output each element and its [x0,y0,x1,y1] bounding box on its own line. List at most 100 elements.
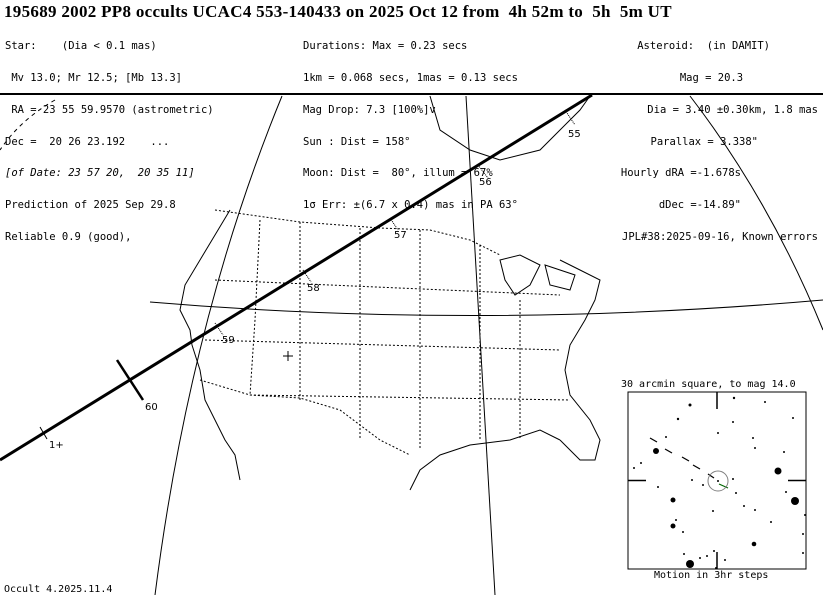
star [633,467,635,469]
state-border [204,219,571,450]
path-label-59: 59 [222,335,235,346]
reliability-line: Reliable 0.9 (good), [5,230,132,243]
west-coast [179,209,241,481]
path-label-57: 57 [394,230,407,241]
target-circle [707,470,729,492]
star [802,552,804,554]
motion-step [707,473,715,479]
motion-step [649,437,658,443]
star [702,484,704,486]
software-version: Occult 4.2025.11.4 [4,584,113,595]
great-lakes [499,254,576,296]
us-mexico-border [199,379,411,456]
coastlines [179,95,601,491]
star [785,491,787,493]
motion-step [664,448,673,454]
time-tick [214,322,224,336]
hudson-bay [429,95,591,161]
star-info: Star: (Dia < 0.1 mas) Mv 13.0; Mr 12.5; … [5,20,214,264]
star-chart-inset [627,391,807,570]
star [754,509,756,511]
star [683,553,685,555]
star [751,541,757,547]
event-title: 195689 2002 PP8 occults UCAC4 553-140433… [4,2,672,21]
inset-frame [627,391,807,570]
scale-line: 1km = 0.068 secs, 1mas = 0.13 secs [303,71,518,84]
time-tick [389,217,399,231]
mag-drop-line: Mag Drop: 7.3 [100%]v [303,103,436,116]
star [715,567,717,569]
star-line: Star: (Dia < 0.1 mas) [5,40,157,53]
minor-time-tick [39,426,48,440]
gulf-coast [409,429,561,491]
path-label-56: 56 [479,177,492,188]
star [712,510,714,512]
inset-caption: Motion in 3hr steps [654,570,769,581]
asteroid-dia-line: Dia = 3.40 ±0.30km, 1.8 mas [628,103,818,116]
star-ra-line: RA = 23 55 59.9570 (astrometric) [5,103,214,116]
star [640,462,642,464]
star [764,401,766,403]
star [752,437,754,439]
star [699,557,701,559]
asteroid-mag-line: Mag = 20.3 [660,71,744,84]
durations-line: Durations: Max = 0.23 secs [303,40,468,53]
star [791,497,799,505]
star [774,467,782,475]
star [670,497,676,503]
occultation-path [0,93,593,462]
star [792,417,794,419]
star [653,448,659,454]
parallax-line: Parallax = 3.338" [650,135,758,148]
graticule-latitude [149,299,823,316]
star [657,486,659,488]
error-line: 1σ Err: ±(6.7 x 0.4) mas in PA 63° [303,199,518,212]
path-label-58: 58 [307,283,320,294]
motion-step [718,483,729,489]
star [732,478,734,480]
star [717,480,719,482]
central-line [0,93,593,462]
star [717,432,719,434]
star-of-date-line: [of Date: 23 57 20, 20 35 11] [5,167,195,180]
hourly-dra-line: Hourly dRA =-1.678s [620,167,741,180]
star [688,403,692,407]
star [724,559,726,561]
cross-marker [283,351,293,361]
star-mag-line: Mv 13.0; Mr 12.5; [Mb 13.3] [5,71,183,84]
header-divider [0,93,823,95]
path-label-55: 55 [568,129,581,140]
borders [199,209,571,456]
star [732,421,734,423]
inset-title: 30 arcmin square, to mag 14.0 [621,379,796,390]
star [665,436,667,438]
star [735,492,737,494]
east-coast [559,259,601,461]
us-canada-border [214,209,501,256]
star [732,396,736,400]
star [682,531,684,533]
graticule-latitude [0,99,56,151]
star [743,505,745,507]
path-label-1plus: 1+ [49,440,64,451]
time-tick [302,269,312,283]
star [770,521,772,523]
star [706,555,708,557]
star [676,417,680,421]
star [691,479,693,481]
time-tick [477,164,489,179]
graticule-longitude [689,95,823,331]
asteroid-info: Asteroid: (in DAMIT) Mag = 20.3 Dia = 3.… [621,20,818,264]
star [754,447,756,449]
graticule-longitude [154,95,283,595]
star [675,519,677,521]
sun-line: Sun : Dist = 158° [303,135,411,148]
ddec-line: dDec =-14.89" [658,199,741,212]
path-label-60: 60 [145,402,158,413]
time-tick [564,109,576,126]
orbit-source-line: JPL#38:2025-09-16, Known errors [622,230,818,243]
motion-step [681,456,690,462]
star [802,533,804,535]
